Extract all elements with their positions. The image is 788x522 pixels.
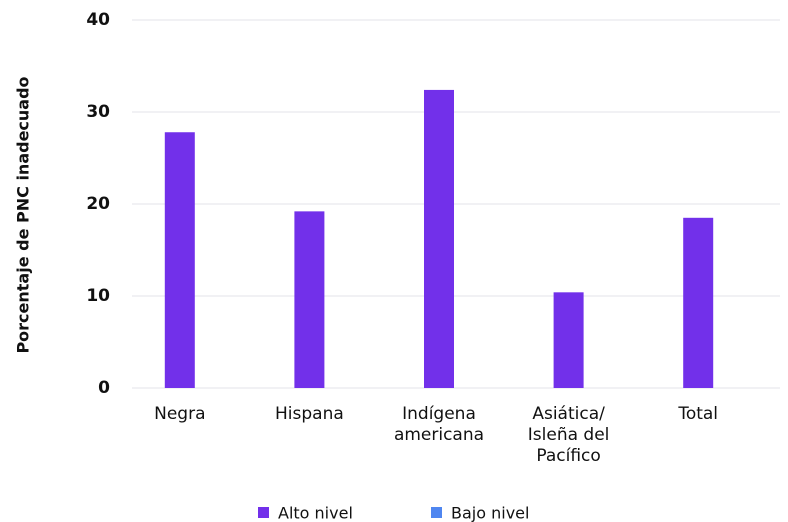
x-tick-label: Asiática/ Isleña del Pacífico: [527, 404, 610, 466]
legend-label: Alto nivel: [278, 504, 353, 522]
x-tick-label: Indígena americana: [393, 404, 485, 445]
y-axis-label: Porcentaje de PNC inadecuado: [14, 76, 33, 353]
x-tick-label: Total: [678, 404, 719, 424]
y-tick-label: 0: [98, 378, 110, 398]
legend-swatch: [258, 507, 269, 518]
bar: [294, 211, 325, 388]
bar: [553, 292, 584, 388]
bar: [683, 217, 714, 388]
y-tick-label: 40: [86, 10, 110, 30]
y-tick-label: 30: [86, 102, 110, 122]
legend-swatch: [431, 507, 442, 518]
y-tick-label: 20: [86, 194, 110, 214]
x-tick-label: Hispana: [275, 404, 344, 424]
legend-label: Bajo nivel: [451, 504, 529, 522]
bar: [164, 132, 195, 388]
y-tick-label: 10: [86, 286, 110, 306]
bar: [424, 89, 454, 389]
x-tick-label: Negra: [154, 404, 206, 424]
